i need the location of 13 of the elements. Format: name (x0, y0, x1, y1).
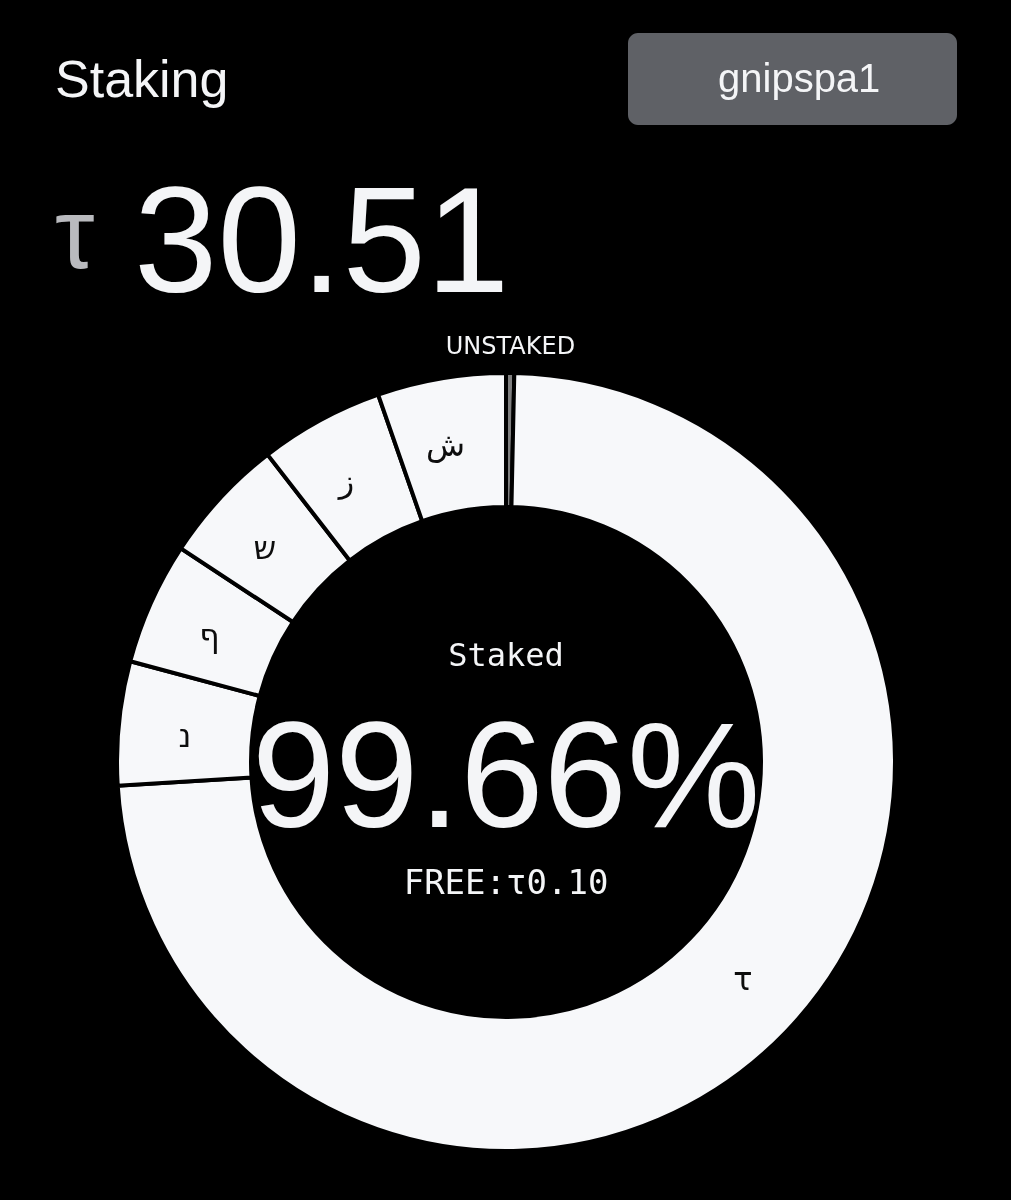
chart-title: Staking (55, 50, 229, 108)
slice-label: UNSTAKED (445, 332, 576, 361)
slice-label: ز (336, 462, 355, 501)
chart-subtitle: τ 30.51 (55, 156, 510, 324)
slice-label: τ (733, 960, 753, 999)
text: Staked (448, 636, 564, 674)
slice-label: ף (199, 616, 220, 655)
slice-label: ش (426, 425, 466, 464)
text: gnipspa1 (718, 56, 881, 100)
text: 99.66% (251, 691, 761, 859)
slice-label: נ (178, 716, 192, 755)
slice-label: ש (253, 528, 277, 567)
text: FREE:τ0.10 (403, 862, 609, 902)
